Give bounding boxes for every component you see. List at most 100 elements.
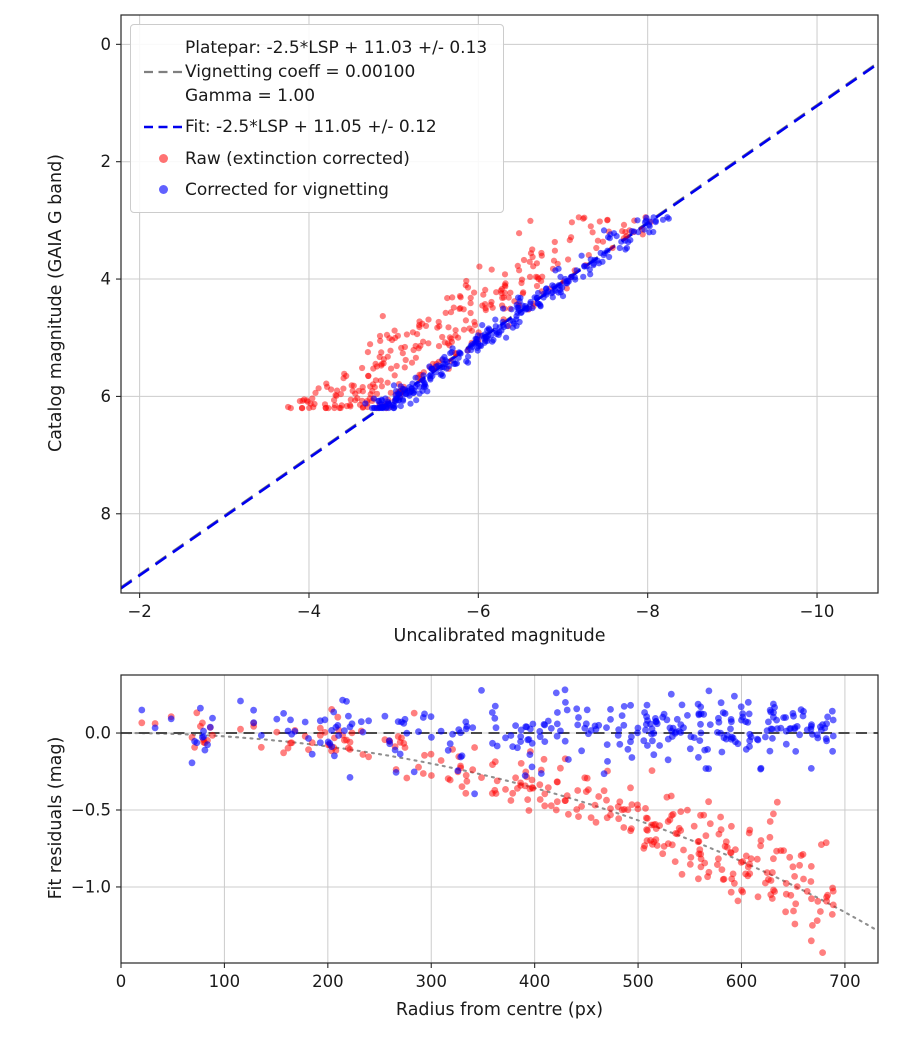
corrected-residual-point — [762, 733, 769, 741]
raw-residual-point — [667, 792, 675, 800]
corrected-residual-point — [667, 690, 675, 698]
corrected-residual-point — [647, 720, 654, 728]
raw-residual-point — [553, 798, 561, 806]
raw-residual-point — [334, 713, 342, 721]
raw-point — [416, 322, 423, 329]
raw-residual-point — [717, 826, 725, 833]
corrected-residual-point — [201, 746, 209, 754]
corrected-point — [650, 228, 657, 236]
raw-residual-point — [705, 868, 713, 876]
raw-point — [538, 249, 545, 257]
corrected-point — [449, 345, 456, 352]
raw-residual-point — [478, 774, 485, 781]
raw-point — [402, 356, 409, 364]
raw-residual-point — [650, 821, 658, 829]
raw-point — [347, 396, 354, 403]
corrected-point — [479, 322, 486, 329]
raw-residual-point — [415, 763, 422, 771]
raw-point — [589, 229, 596, 236]
raw-point — [349, 387, 356, 394]
corrected-residual-point — [565, 756, 572, 763]
raw-residual-point — [813, 917, 821, 924]
corrected-residual-point — [746, 737, 754, 745]
raw-residual-point — [573, 806, 581, 813]
corrected-residual-point — [666, 724, 674, 732]
corrected-point — [451, 360, 458, 367]
raw-residual-point — [209, 731, 216, 739]
corrected-point — [362, 400, 369, 407]
corrected-point — [407, 400, 414, 407]
corrected-residual-point — [664, 756, 672, 764]
raw-point — [425, 340, 432, 347]
plot1-spines — [120, 674, 879, 964]
raw-point — [391, 327, 398, 334]
raw-residual-point — [401, 744, 409, 751]
corrected-residual-point — [603, 724, 610, 731]
raw-residual-point — [770, 855, 777, 863]
raw-point — [393, 362, 400, 370]
corrected-residual-point — [702, 765, 710, 772]
corrected-residual-point — [620, 703, 628, 710]
raw-residual-point — [799, 851, 807, 858]
raw-residual-point — [684, 806, 691, 814]
corrected-residual-point — [419, 714, 427, 721]
raw-residual-point — [541, 802, 549, 810]
raw-residual-point — [428, 772, 435, 779]
raw-point — [384, 379, 391, 386]
raw-point — [420, 338, 427, 345]
corrected-point — [468, 346, 475, 354]
corrected-residual-point — [765, 718, 772, 726]
raw-point — [516, 230, 523, 237]
corrected-point — [543, 285, 550, 292]
corrected-residual-point — [660, 710, 668, 718]
corrected-residual-point — [537, 770, 545, 777]
raw-point — [476, 263, 483, 270]
raw-residual-point — [754, 893, 762, 901]
raw-residual-point — [675, 824, 683, 832]
raw-residual-point — [644, 815, 651, 822]
raw-point — [551, 247, 559, 254]
raw-residual-point — [727, 849, 735, 857]
plot1-grid — [120, 675, 878, 963]
x-tick-label: 300 — [415, 972, 447, 991]
raw-residual-point — [668, 841, 676, 849]
raw-point — [412, 354, 419, 361]
corrected-residual-point — [603, 741, 611, 748]
corrected-residual-point — [524, 736, 532, 744]
raw-residual-point — [615, 815, 623, 823]
corrected-residual-point — [644, 742, 651, 749]
corrected-residual-point — [800, 708, 807, 715]
corrected-point — [427, 376, 434, 383]
corrected-residual-point — [687, 733, 695, 741]
corrected-residual-point — [715, 714, 722, 722]
corrected-residual-point — [528, 763, 536, 771]
corrected-residual-point — [403, 729, 411, 737]
corrected-residual-point — [673, 715, 681, 723]
raw-point — [425, 316, 432, 323]
corrected-point — [499, 305, 507, 312]
corrected-residual-point — [782, 714, 789, 721]
corrected-point — [564, 277, 572, 285]
corrected-residual-point — [695, 754, 702, 761]
raw-residual-point — [773, 798, 781, 806]
legend-entry-raw-text: Raw (extinction corrected) — [185, 147, 410, 171]
corrected-residual-point — [197, 704, 204, 712]
legend-entry-platepar-text: Platepar: -2.5*LSP + 11.03 +/- 0.13 Vign… — [185, 36, 487, 108]
corrected-series-label: Corrected for vignetting — [185, 179, 389, 200]
corrected-point — [536, 301, 543, 308]
raw-residual-point — [614, 803, 622, 810]
raw-point — [488, 266, 495, 273]
top-x-axis-label: Uncalibrated magnitude — [393, 626, 606, 646]
corrected-residual-point — [737, 703, 745, 711]
raw-point — [462, 317, 469, 324]
corrected-residual-point — [392, 769, 400, 776]
corrected-residual-point — [493, 742, 501, 750]
raw-residual-point — [680, 846, 687, 854]
corrected-point — [433, 369, 440, 376]
raw-residual-point — [714, 861, 721, 868]
corrected-residual-point — [301, 718, 309, 726]
plot1-ticks: 0 100 200 300 400 500 600 700 0.0 −0.5 −1.0 — [71, 724, 861, 991]
corrected-point — [600, 227, 608, 234]
corrected-point — [516, 318, 523, 326]
corrected-residual-point — [526, 751, 534, 758]
